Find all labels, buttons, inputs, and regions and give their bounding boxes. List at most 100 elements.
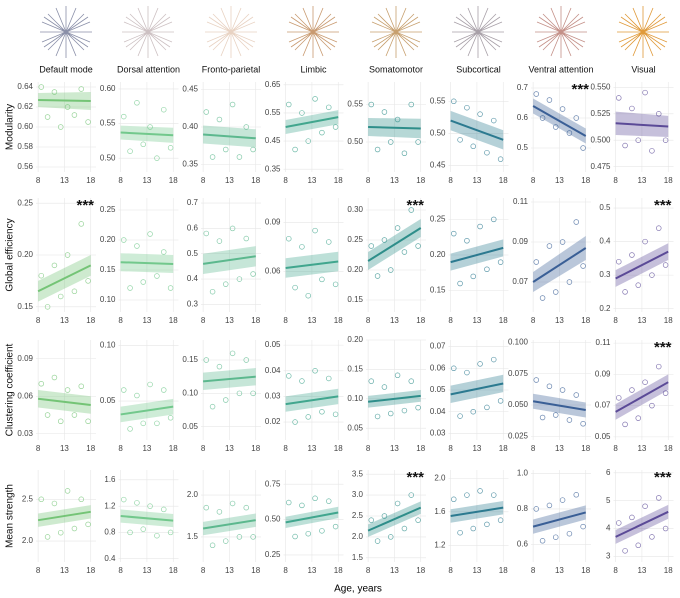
point xyxy=(154,420,160,427)
network-icons xyxy=(39,5,670,59)
y-tick-label: 5 xyxy=(606,496,611,505)
point xyxy=(140,526,146,532)
point xyxy=(484,149,490,156)
point xyxy=(121,387,127,393)
point xyxy=(71,112,78,118)
y-tick-label: 0.09 xyxy=(17,354,33,363)
panel: 8 13 18 0.05 0.10 xyxy=(100,340,179,453)
x-tick-label: 13 xyxy=(225,176,234,185)
point xyxy=(662,525,669,532)
point xyxy=(566,130,573,136)
point xyxy=(134,243,140,249)
point xyxy=(140,141,146,148)
point xyxy=(44,534,51,540)
point xyxy=(44,304,51,310)
network-icon xyxy=(121,5,175,59)
x-tick-label: 8 xyxy=(448,566,453,575)
fit-line xyxy=(532,247,587,283)
fit-line xyxy=(285,260,339,270)
y-tick-label: 0.25 xyxy=(265,550,281,559)
point xyxy=(491,356,497,363)
y-tick-label: 0.20 xyxy=(347,335,363,344)
point xyxy=(622,289,628,295)
y-tick-label: 0.5 xyxy=(517,143,529,152)
point xyxy=(243,235,250,242)
y-tick-label: 0.475 xyxy=(590,162,611,171)
point xyxy=(127,285,133,291)
point xyxy=(229,101,236,108)
fit-line xyxy=(285,395,339,406)
y-tick-label: 0.4 xyxy=(599,237,611,246)
point xyxy=(451,496,457,503)
point xyxy=(312,227,318,234)
point xyxy=(216,509,223,515)
fit-line xyxy=(203,133,256,140)
x-tick-label: 8 xyxy=(366,176,371,185)
x-tick-label: 13 xyxy=(555,566,564,575)
point xyxy=(408,207,415,213)
network-icon xyxy=(369,5,423,59)
x-tick-label: 18 xyxy=(664,316,673,325)
y-tick-label: 0.10 xyxy=(182,388,198,397)
x-tick-label: 18 xyxy=(86,566,95,575)
point xyxy=(134,500,140,506)
y-tick-label: 0.6 xyxy=(187,224,199,233)
y-tick-label: 1.6 xyxy=(434,507,446,516)
fit-line xyxy=(120,515,174,522)
x-tick-label: 18 xyxy=(334,176,343,185)
y-tick-label: 0.550 xyxy=(590,82,611,91)
x-tick-label: 18 xyxy=(169,444,178,453)
point xyxy=(477,111,483,117)
y-tick-label: 0.25 xyxy=(100,205,116,214)
y-tick-label: 0.55 xyxy=(100,119,116,128)
point xyxy=(85,418,91,425)
point xyxy=(305,138,311,144)
point xyxy=(470,525,476,532)
y-tick-label: 2.0 xyxy=(434,473,446,482)
point xyxy=(203,109,210,115)
point xyxy=(64,252,71,258)
y-tick-label: 0.15 xyxy=(182,355,198,364)
point xyxy=(580,263,586,269)
x-tick-label: 8 xyxy=(36,444,41,453)
y-axis-label: Global efficiency xyxy=(5,218,16,291)
network-icon xyxy=(39,5,93,59)
y-tick-label: 0.40 xyxy=(182,122,198,131)
y-tick-label: 0.62 xyxy=(17,102,33,111)
point xyxy=(649,148,655,154)
point xyxy=(57,293,64,300)
y-tick-label: 0.525 xyxy=(590,109,611,118)
panel-title: Default mode xyxy=(39,64,93,74)
point xyxy=(470,408,476,415)
panel: 8 13 18 3 4 5 6 *** xyxy=(606,468,674,575)
y-tick-label: 0.03 xyxy=(17,429,33,438)
point xyxy=(649,402,655,409)
fit-line xyxy=(202,255,256,265)
significance: *** xyxy=(406,469,424,486)
point xyxy=(286,373,292,379)
y-tick-label: 0.20 xyxy=(347,265,363,274)
point xyxy=(616,520,622,526)
x-tick-label: 13 xyxy=(142,176,151,185)
y-tick-label: 1.6 xyxy=(104,475,116,484)
panel-title: Subcortical xyxy=(456,64,501,74)
x-tick-label: 18 xyxy=(169,566,178,575)
y-tick-label: 0.06 xyxy=(430,363,446,372)
y-tick-label: 0.05 xyxy=(430,385,446,394)
point xyxy=(229,500,236,507)
fit-line xyxy=(37,397,91,406)
point xyxy=(629,252,635,258)
point xyxy=(312,96,318,102)
point xyxy=(154,532,160,539)
y-tick-label: 0.11 xyxy=(596,338,612,347)
point xyxy=(484,521,490,528)
point xyxy=(140,279,146,285)
point xyxy=(161,106,167,113)
panel: 8 13 18 0.25 0.50 0.75 xyxy=(265,470,344,575)
y-axis-label: Clustering coefficient xyxy=(5,343,16,436)
point xyxy=(236,534,243,540)
fit-line xyxy=(615,250,669,280)
y-tick-label: 0.50 xyxy=(430,129,446,138)
y-tick-label: 0.3 xyxy=(187,300,199,309)
x-tick-label: 8 xyxy=(201,176,206,185)
